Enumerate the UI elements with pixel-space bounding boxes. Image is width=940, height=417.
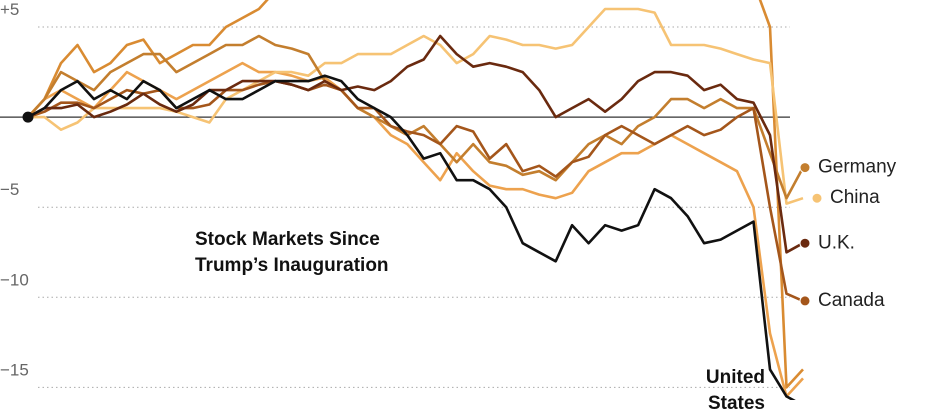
series-label: China — [830, 187, 880, 208]
series-line — [27, 79, 804, 303]
annotation: Stock Markets Since Trump’s Inauguration — [195, 229, 389, 276]
series-label: Canada — [818, 290, 885, 311]
end-dot — [799, 162, 811, 174]
series-line — [28, 7, 804, 205]
page: {"chart_data": { "type": "line", "annota… — [0, 0, 897, 414]
end-dot — [799, 295, 811, 307]
series-line — [27, 34, 804, 254]
series-line — [27, 0, 804, 389]
y-tick-label: +5 — [0, 0, 19, 19]
series-label: Germany — [818, 157, 897, 178]
end-dot — [799, 237, 811, 249]
chart: +5 −5 −10 −15 China Germany Canada U.K. — [0, 0, 897, 400]
series-label: U.K. — [818, 232, 855, 253]
y-tick-label: −10 — [0, 270, 29, 289]
series-line — [27, 74, 796, 400]
end-dot — [811, 192, 823, 204]
start-dot — [22, 111, 34, 123]
y-tick-label: −5 — [0, 180, 19, 199]
series-line — [27, 34, 805, 200]
series-label: United States — [705, 367, 765, 414]
y-tick-label: −15 — [0, 360, 29, 379]
